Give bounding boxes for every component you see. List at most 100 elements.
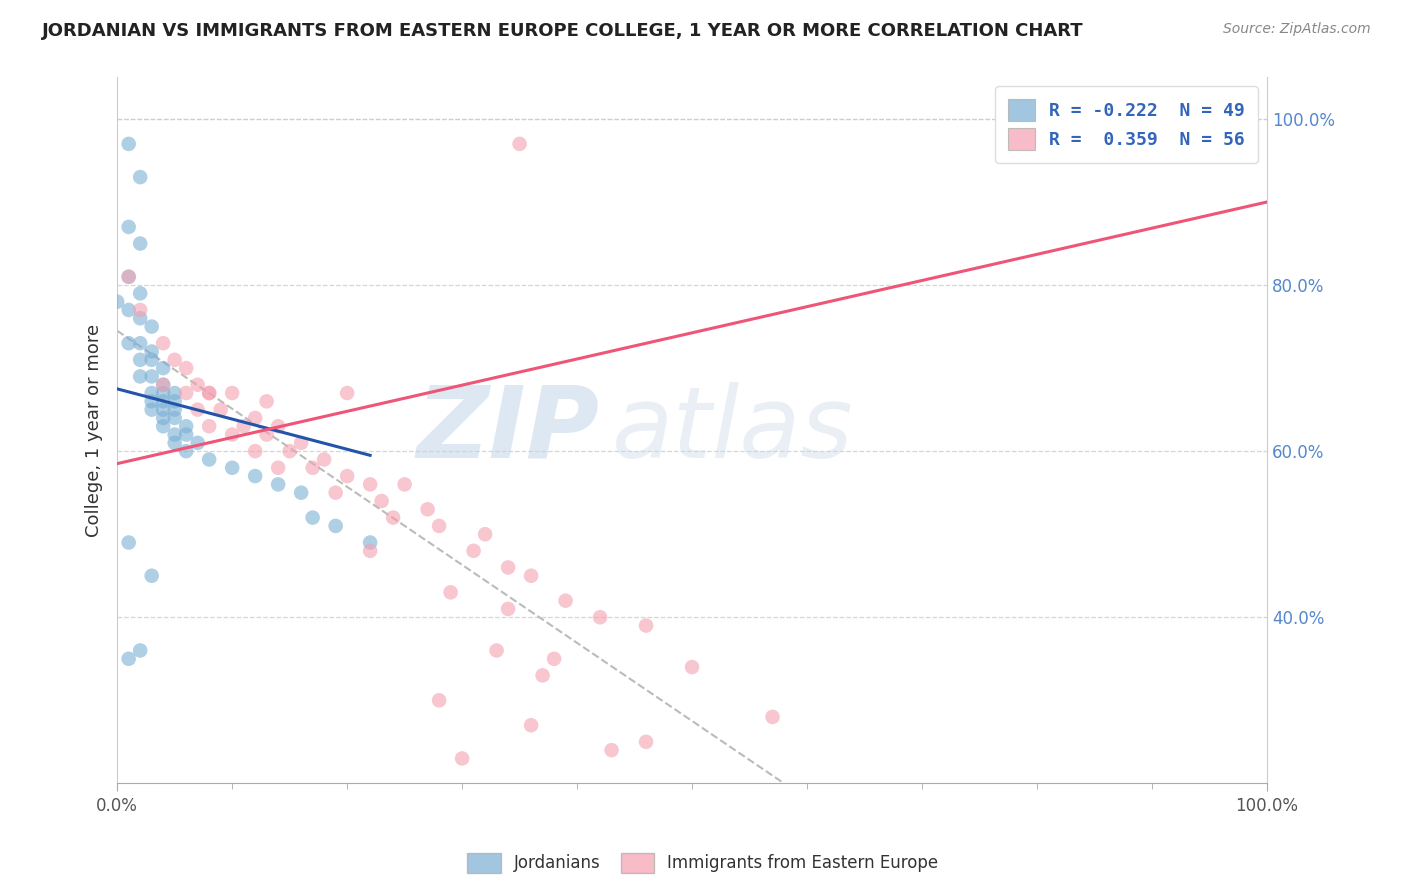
- Point: [325, 519, 347, 533]
- Point: [600, 743, 623, 757]
- Point: [129, 303, 152, 318]
- Point: [416, 502, 439, 516]
- Point: [243, 444, 266, 458]
- Point: [174, 427, 197, 442]
- Point: [554, 593, 576, 607]
- Point: [152, 402, 174, 417]
- Point: [336, 386, 359, 401]
- Text: ZIP: ZIP: [418, 382, 600, 479]
- Point: [174, 419, 197, 434]
- Point: [543, 652, 565, 666]
- Point: [267, 460, 290, 475]
- Point: [187, 402, 209, 417]
- Point: [634, 618, 657, 632]
- Point: [359, 477, 381, 491]
- Point: [290, 485, 312, 500]
- Point: [129, 352, 152, 367]
- Point: [485, 643, 508, 657]
- Point: [141, 568, 163, 582]
- Point: [129, 369, 152, 384]
- Point: [221, 386, 243, 401]
- Point: [761, 710, 783, 724]
- Point: [325, 485, 347, 500]
- Point: [163, 352, 186, 367]
- Point: [256, 394, 278, 409]
- Point: [221, 427, 243, 442]
- Point: [152, 377, 174, 392]
- Point: [187, 435, 209, 450]
- Point: [118, 269, 141, 284]
- Point: [129, 311, 152, 326]
- Point: [163, 411, 186, 425]
- Point: [427, 693, 450, 707]
- Point: [634, 735, 657, 749]
- Point: [301, 460, 323, 475]
- Point: [163, 402, 186, 417]
- Point: [463, 544, 485, 558]
- Point: [336, 469, 359, 483]
- Point: [198, 419, 221, 434]
- Point: [129, 170, 152, 185]
- Y-axis label: College, 1 year or more: College, 1 year or more: [86, 324, 103, 537]
- Point: [163, 435, 186, 450]
- Point: [152, 336, 174, 351]
- Point: [370, 494, 392, 508]
- Point: [141, 386, 163, 401]
- Point: [174, 386, 197, 401]
- Point: [267, 419, 290, 434]
- Point: [198, 386, 221, 401]
- Point: [198, 452, 221, 467]
- Point: [118, 652, 141, 666]
- Point: [141, 352, 163, 367]
- Point: [129, 336, 152, 351]
- Point: [152, 377, 174, 392]
- Point: [359, 535, 381, 549]
- Point: [174, 361, 197, 376]
- Point: [451, 751, 474, 765]
- Point: [141, 402, 163, 417]
- Point: [531, 668, 554, 682]
- Point: [209, 402, 232, 417]
- Point: [118, 535, 141, 549]
- Point: [589, 610, 612, 624]
- Point: [509, 136, 531, 151]
- Point: [118, 136, 141, 151]
- Point: [163, 386, 186, 401]
- Point: [141, 369, 163, 384]
- Point: [243, 411, 266, 425]
- Point: [439, 585, 461, 599]
- Point: [314, 452, 336, 467]
- Point: [474, 527, 496, 541]
- Point: [496, 602, 519, 616]
- Point: [198, 386, 221, 401]
- Point: [301, 510, 323, 524]
- Point: [152, 411, 174, 425]
- Point: [129, 643, 152, 657]
- Legend: R = -0.222  N = 49, R =  0.359  N = 56: R = -0.222 N = 49, R = 0.359 N = 56: [995, 87, 1258, 163]
- Point: [221, 460, 243, 475]
- Point: [187, 377, 209, 392]
- Point: [118, 269, 141, 284]
- Point: [152, 361, 174, 376]
- Point: [267, 477, 290, 491]
- Point: [129, 236, 152, 251]
- Point: [118, 303, 141, 318]
- Point: [141, 394, 163, 409]
- Point: [163, 427, 186, 442]
- Point: [152, 394, 174, 409]
- Point: [129, 286, 152, 301]
- Point: [359, 544, 381, 558]
- Point: [174, 444, 197, 458]
- Point: [163, 394, 186, 409]
- Point: [141, 344, 163, 359]
- Point: [152, 386, 174, 401]
- Point: [256, 427, 278, 442]
- Point: [496, 560, 519, 574]
- Text: JORDANIAN VS IMMIGRANTS FROM EASTERN EUROPE COLLEGE, 1 YEAR OR MORE CORRELATION : JORDANIAN VS IMMIGRANTS FROM EASTERN EUR…: [42, 22, 1084, 40]
- Point: [382, 510, 405, 524]
- Point: [520, 568, 543, 582]
- Point: [681, 660, 703, 674]
- Point: [141, 319, 163, 334]
- Point: [427, 519, 450, 533]
- Text: atlas: atlas: [612, 382, 853, 479]
